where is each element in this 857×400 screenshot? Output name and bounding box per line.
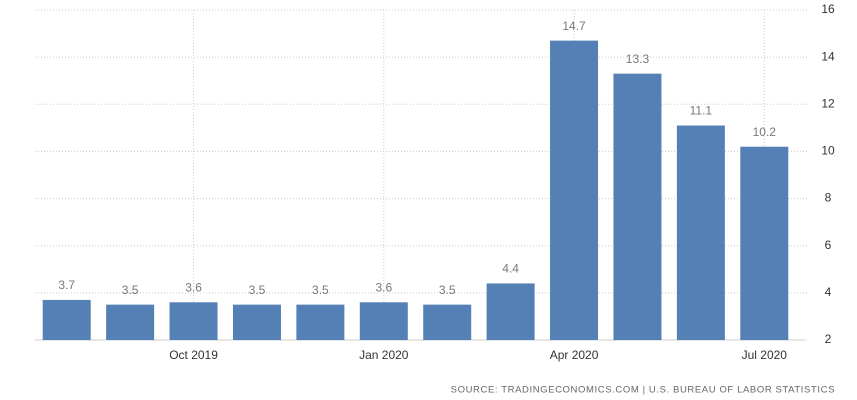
- value-label: 3.5: [439, 283, 456, 297]
- bar: [42, 299, 91, 340]
- x-tick-label: Apr 2020: [550, 348, 599, 362]
- value-label: 4.4: [502, 262, 519, 276]
- y-tick-label: 2: [825, 332, 832, 346]
- value-label: 3.7: [58, 278, 75, 292]
- value-label: 11.1: [690, 104, 713, 118]
- y-tick-label: 10: [821, 144, 835, 158]
- bar: [106, 304, 155, 340]
- bar: [740, 146, 789, 340]
- source: SOURCE: TRADINGECONOMICS.COM | U.S. BURE…: [451, 385, 835, 396]
- value-label: 14.7: [562, 19, 586, 33]
- bar: [550, 40, 599, 341]
- bar: [676, 125, 725, 340]
- bar: [359, 302, 408, 340]
- value-label: 13.3: [626, 52, 650, 66]
- bar: [232, 304, 281, 340]
- value-label: 10.2: [753, 125, 777, 139]
- bar: [486, 283, 535, 340]
- bar: [613, 73, 662, 341]
- value-label: 3.5: [249, 283, 266, 297]
- value-label: 3.5: [122, 283, 139, 297]
- y-tick-label: 8: [825, 191, 832, 205]
- x-tick-label: Jul 2020: [742, 348, 788, 362]
- value-label: 3.6: [375, 280, 392, 294]
- y-tick-label: 16: [821, 2, 835, 16]
- bar: [423, 304, 472, 340]
- bar: [296, 304, 345, 340]
- y-tick-label: 14: [821, 49, 835, 63]
- y-tick-label: 4: [825, 285, 832, 299]
- x-tick-label: Oct 2019: [169, 348, 218, 362]
- x-tick-label: Jan 2020: [359, 348, 409, 362]
- y-tick-label: 6: [825, 238, 832, 252]
- value-label: 3.5: [312, 283, 329, 297]
- value-label: 3.6: [185, 280, 202, 294]
- bar: [169, 302, 218, 340]
- y-tick-label: 12: [821, 96, 835, 110]
